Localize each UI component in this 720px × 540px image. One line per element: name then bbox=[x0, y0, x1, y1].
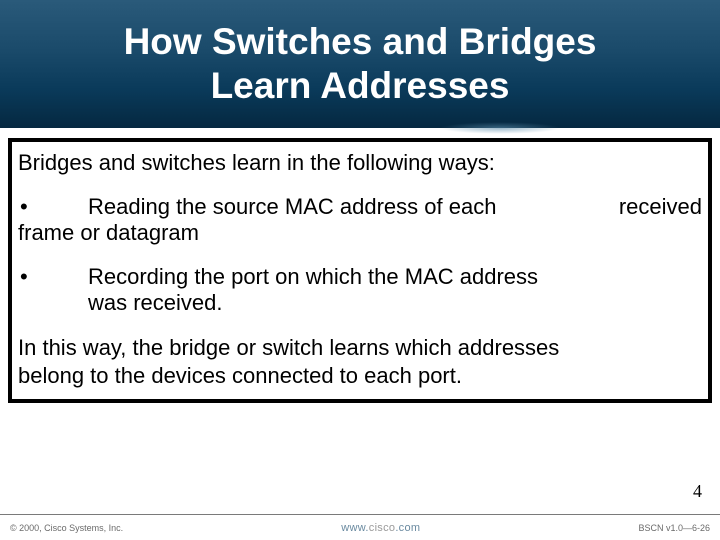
bullet-item-2: • Recording the port on which the MAC ad… bbox=[18, 264, 702, 316]
slide-header: How Switches and Bridges Learn Addresses bbox=[0, 0, 720, 128]
bullet-mark: • bbox=[18, 194, 88, 220]
page-number: 4 bbox=[693, 481, 702, 502]
bullet-2-line1: Recording the port on which the MAC addr… bbox=[88, 264, 702, 290]
slide-title: How Switches and Bridges Learn Addresses bbox=[124, 20, 597, 109]
bullet-1-right: received bbox=[619, 194, 702, 220]
footer-url: www.cisco.com bbox=[341, 522, 420, 534]
conclusion-line1: In this way, the bridge or switch learns… bbox=[18, 335, 559, 360]
footer-url-prefix: www. bbox=[341, 522, 368, 534]
footer-url-main: cisco bbox=[369, 522, 396, 534]
bullet-item-1: • Reading the source MAC address of each… bbox=[18, 194, 702, 246]
content-box: Bridges and switches learn in the follow… bbox=[8, 138, 712, 403]
conclusion-line2: belong to the devices connected to each … bbox=[18, 363, 462, 388]
slide-footer: © 2000, Cisco Systems, Inc. www.cisco.co… bbox=[0, 514, 720, 540]
title-line-2: Learn Addresses bbox=[211, 65, 510, 106]
bullet-mark: • bbox=[18, 264, 88, 290]
bullet-2-line2: was received. bbox=[88, 290, 702, 316]
footer-url-suffix: .com bbox=[395, 522, 420, 534]
footer-doc-ref: BSCN v1.0—6-26 bbox=[638, 523, 710, 533]
bullet-1-main: Reading the source MAC address of each bbox=[88, 194, 496, 220]
title-line-1: How Switches and Bridges bbox=[124, 21, 597, 62]
bullet-1-wrap: frame or datagram bbox=[18, 220, 702, 246]
intro-text: Bridges and switches learn in the follow… bbox=[18, 150, 702, 176]
conclusion-text: In this way, the bridge or switch learns… bbox=[18, 334, 702, 389]
footer-copyright: © 2000, Cisco Systems, Inc. bbox=[10, 523, 123, 533]
